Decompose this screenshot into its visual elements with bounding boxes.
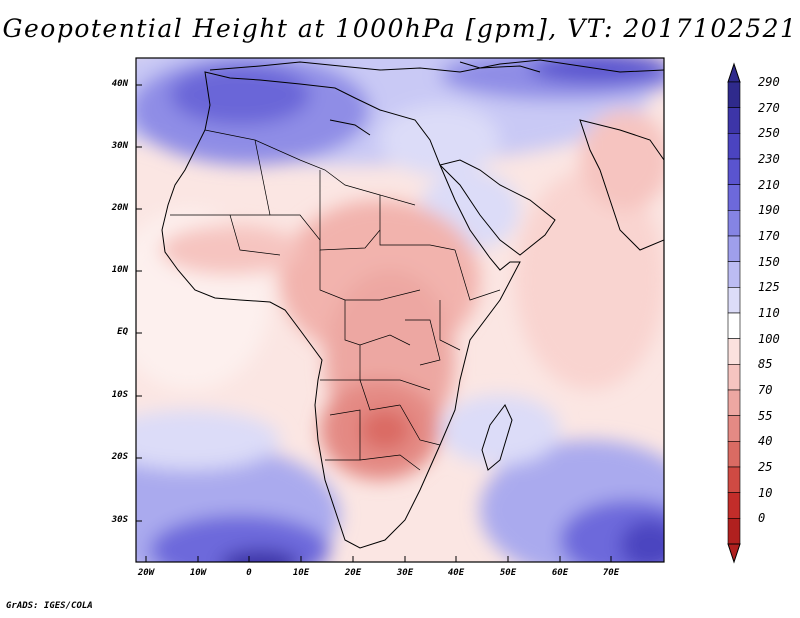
lat-label: 20S — [111, 452, 128, 462]
colorbar-label: 125 — [758, 280, 780, 295]
colorbar-swatch — [727, 158, 741, 185]
lon-label: 70E — [602, 568, 620, 578]
colorbar-swatch — [727, 415, 741, 442]
colorbar-swatch — [727, 441, 741, 468]
colorbar-label: 100 — [758, 331, 780, 346]
colorbar-label: 85 — [758, 357, 773, 372]
lon-label: 30E — [396, 568, 414, 578]
colorbar-swatch — [727, 312, 741, 339]
colorbar-label: 0 — [758, 511, 766, 526]
coastlines — [161, 59, 664, 549]
colorbar-label: 70 — [758, 383, 773, 397]
colorbar-swatch — [727, 518, 741, 545]
lon-label: 40E — [447, 568, 465, 578]
height-field — [136, 58, 664, 562]
colorbar-swatch — [727, 81, 741, 108]
map-frame — [135, 57, 665, 563]
colorbar-swatch — [727, 210, 741, 237]
colorbar-swatch — [727, 364, 741, 391]
lat-label: 30N — [111, 141, 128, 151]
lon-label: 20W — [137, 568, 155, 578]
colorbar-swatch — [727, 389, 741, 416]
colorbar-swatch — [727, 184, 741, 211]
lon-label: 0 — [246, 568, 252, 578]
lon-label: 10W — [189, 568, 207, 578]
lat-ticks — [136, 84, 142, 522]
colorbar — [727, 62, 741, 564]
colorbar-bottom-arrow — [727, 543, 741, 564]
lat-label: 10N — [111, 265, 128, 275]
lat-label: 20N — [111, 203, 128, 213]
colorbar-label: 270 — [758, 100, 780, 115]
colorbar-label: 210 — [758, 177, 780, 192]
colorbar-label: 10 — [758, 485, 773, 500]
lat-label: 30S — [111, 515, 128, 525]
colorbar-swatch — [727, 261, 741, 288]
colorbar-label: 40 — [758, 434, 773, 449]
lon-label: 60E — [551, 568, 569, 578]
colorbar-label: 170 — [758, 229, 780, 243]
colorbar-swatch — [727, 133, 741, 160]
colorbar-swatch — [727, 287, 741, 314]
colorbar-label: 25 — [758, 460, 773, 474]
lon-label: 10E — [292, 568, 310, 578]
colorbar-label: 150 — [758, 254, 780, 269]
colorbar-swatch — [727, 338, 741, 365]
lat-label: 10S — [111, 390, 128, 400]
colorbar-swatch — [727, 466, 741, 493]
lon-label: 20E — [344, 568, 362, 578]
lat-label: EQ — [117, 327, 128, 337]
colorbar-top-arrow — [727, 62, 741, 83]
colorbar-swatch — [727, 492, 741, 519]
country-borders — [170, 129, 501, 471]
credit-text: GrADS: IGES/COLA — [6, 601, 93, 611]
colorbar-swatch — [727, 235, 741, 262]
lat-label: 40N — [111, 79, 128, 89]
colorbar-label: 250 — [758, 126, 780, 141]
colorbar-label: 230 — [758, 152, 780, 166]
lon-ticks — [145, 556, 612, 562]
colorbar-label: 190 — [758, 203, 780, 218]
colorbar-label: 290 — [758, 75, 780, 89]
colorbar-label: 110 — [758, 306, 780, 320]
colorbar-label: 55 — [758, 408, 773, 423]
plot-title: Geopotential Height at 1000hPa [gpm], VT… — [2, 14, 798, 43]
lon-label: 50E — [499, 568, 517, 578]
colorbar-swatch — [727, 107, 741, 134]
